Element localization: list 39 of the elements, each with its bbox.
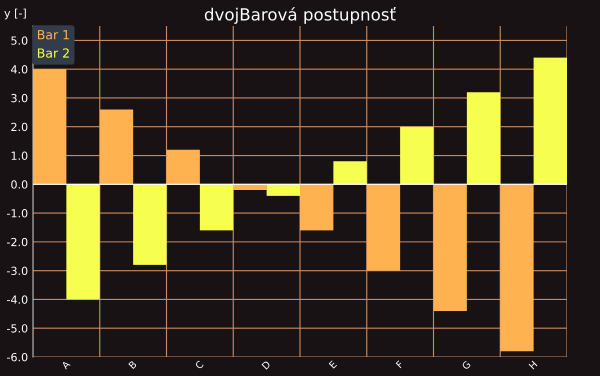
- x-tick-label: A: [60, 360, 71, 370]
- bar: [133, 184, 166, 265]
- y-tick-label: -5.0: [7, 324, 28, 333]
- bar: [33, 69, 66, 184]
- text: Bar 2: [38, 48, 69, 58]
- y-tick-label: 4.0: [11, 65, 28, 74]
- bar: [400, 126, 434, 184]
- x-tick-label: H: [528, 360, 538, 370]
- x-tick-label: G: [461, 360, 471, 370]
- y-tick-label: -1.0: [7, 209, 28, 218]
- bar: [466, 92, 500, 184]
- x-tick-label: B: [128, 360, 137, 370]
- x-tick-label: D: [262, 360, 271, 370]
- y-tick-label: 0.0: [11, 180, 28, 189]
- y-tick-label: -4.0: [7, 295, 28, 304]
- bar: [66, 184, 100, 300]
- bar: [200, 184, 234, 230]
- y-tick-label: 3.0: [11, 94, 28, 102]
- y-tick-label: -6.0: [7, 352, 28, 362]
- y-tick-label: 2.0: [11, 122, 28, 132]
- x-tick-label: E: [328, 360, 338, 369]
- bar: [100, 109, 134, 184]
- y-tick-label: 1.0: [12, 151, 28, 160]
- bar: [300, 184, 334, 230]
- y-tick-label: 5.0: [11, 36, 28, 45]
- bar: [166, 150, 200, 184]
- y-tick-label: -2.0: [7, 238, 28, 246]
- bar: [500, 184, 534, 352]
- text: Bar 1: [38, 30, 69, 40]
- bar: [333, 161, 367, 184]
- x-tick-label: F: [396, 360, 404, 368]
- chart-title: dvojBarová postupnosť: [204, 6, 396, 24]
- bar: [534, 58, 567, 184]
- x-tick-label: C: [194, 360, 204, 370]
- y-axis-title: y [-]: [4, 8, 26, 20]
- bar: [434, 184, 467, 311]
- bar: [266, 184, 300, 196]
- y-tick-label: -3.0: [7, 266, 28, 276]
- bar: [366, 184, 400, 271]
